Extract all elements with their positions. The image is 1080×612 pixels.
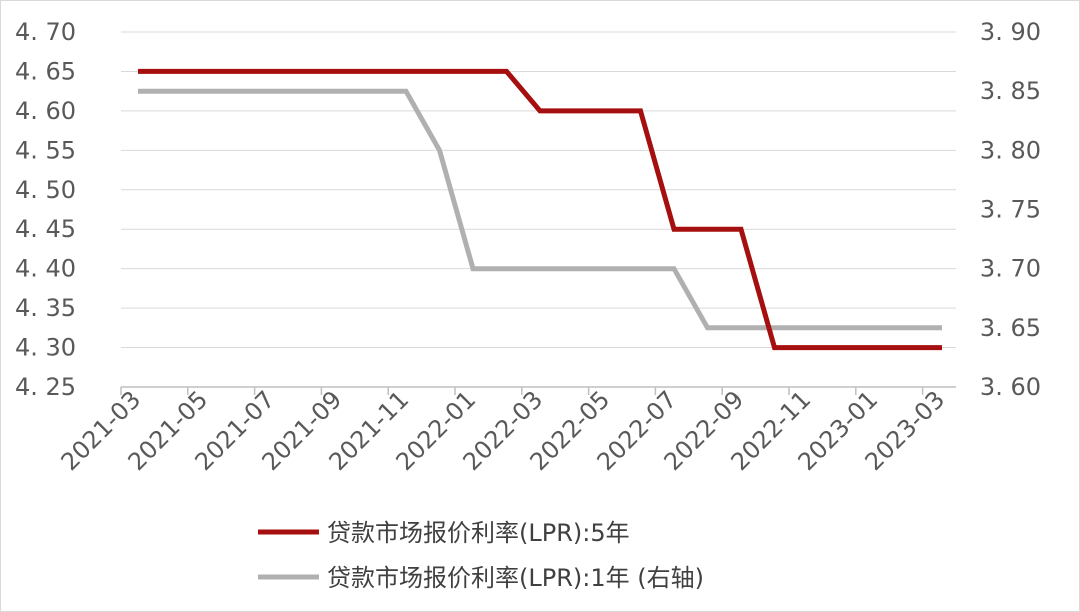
y-right-tick-label: 3. 85 [980,77,1041,105]
y-left-tick-label: 4. 40 [15,255,76,283]
y-right-tick-label: 3. 80 [980,136,1041,164]
y-left-tick-label: 4. 30 [15,334,76,362]
legend-label-lpr-5y: 贷款市场报价利率(LPR):5年 [327,519,630,547]
y-right-tick-label: 3. 90 [980,18,1041,46]
y-left-tick-label: 4. 55 [15,136,76,164]
y-left-tick-label: 4. 35 [15,294,76,322]
y-left-tick-label: 4. 70 [15,18,76,46]
series-line-lpr-1y [138,88,942,331]
y-right-tick-label: 3. 75 [980,196,1041,224]
y-right-tick-label: 3. 60 [980,373,1041,401]
y-left-tick-label: 4. 25 [15,373,76,401]
legend-label-lpr-1y: 贷款市场报价利率(LPR):1年 (右轴) [327,564,704,592]
y-right-tick-label: 3. 70 [980,255,1041,283]
y-left-tick-label: 4. 50 [15,176,76,204]
y-left-tick-label: 4. 45 [15,215,76,243]
y-right-tick-label: 3. 65 [980,314,1041,342]
y-left-tick-label: 4. 60 [15,97,76,125]
series-line-lpr-5y [138,68,942,351]
y-left-tick-label: 4. 65 [15,57,76,85]
